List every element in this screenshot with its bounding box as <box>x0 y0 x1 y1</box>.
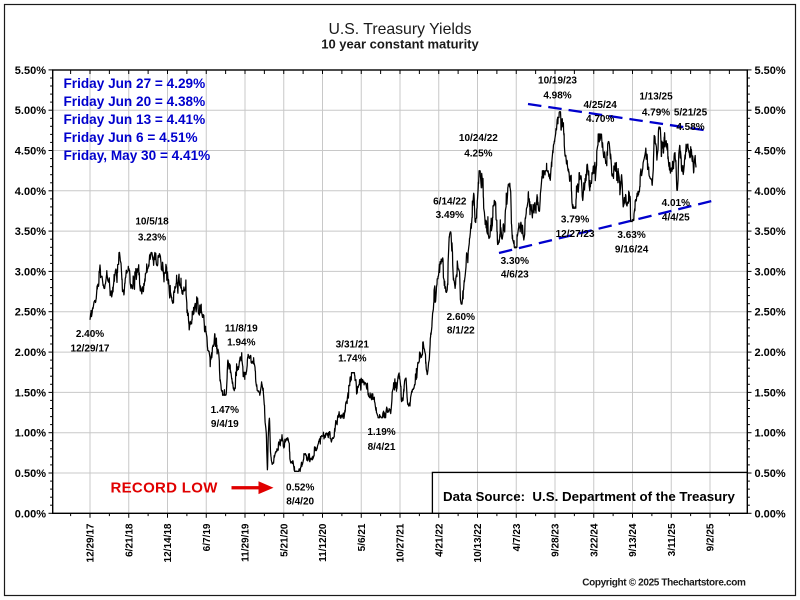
svg-text:1.50%: 1.50% <box>755 387 786 399</box>
svg-text:4.58%: 4.58% <box>676 122 704 133</box>
svg-text:3.23%: 3.23% <box>138 232 166 243</box>
svg-text:4.70%: 4.70% <box>586 114 614 125</box>
svg-text:1.94%: 1.94% <box>227 338 255 349</box>
svg-text:2.60%: 2.60% <box>447 312 475 323</box>
svg-text:6/7/19: 6/7/19 <box>202 523 213 551</box>
svg-text:0.50%: 0.50% <box>755 468 786 480</box>
svg-text:4/4/25: 4/4/25 <box>662 213 690 224</box>
svg-text:5.50%: 5.50% <box>15 65 46 77</box>
svg-text:6/14/22: 6/14/22 <box>433 197 467 208</box>
svg-text:8/4/21: 8/4/21 <box>368 442 396 453</box>
svg-text:12/27/23: 12/27/23 <box>556 229 595 240</box>
svg-text:4/6/23: 4/6/23 <box>501 270 529 281</box>
svg-text:4/25/24: 4/25/24 <box>584 100 618 111</box>
svg-text:3.00%: 3.00% <box>15 266 46 278</box>
svg-text:3.63%: 3.63% <box>617 230 645 241</box>
svg-text:4.50%: 4.50% <box>15 146 46 158</box>
svg-text:5.50%: 5.50% <box>755 65 786 77</box>
svg-text:3.30%: 3.30% <box>501 256 529 267</box>
svg-text:5.00%: 5.00% <box>15 105 46 117</box>
svg-text:0.00%: 0.00% <box>15 508 46 520</box>
svg-text:3.50%: 3.50% <box>755 226 786 238</box>
svg-text:11/8/19: 11/8/19 <box>225 324 258 335</box>
svg-text:U.S. Treasury Yields: U.S. Treasury Yields <box>328 21 471 38</box>
svg-text:11/29/19: 11/29/19 <box>241 523 252 562</box>
svg-text:3/31/21: 3/31/21 <box>336 339 370 350</box>
svg-text:RECORD LOW: RECORD LOW <box>111 480 219 497</box>
svg-text:10/27/21: 10/27/21 <box>396 523 407 562</box>
svg-text:8/4/20: 8/4/20 <box>286 497 314 508</box>
svg-text:3.50%: 3.50% <box>15 226 46 238</box>
svg-text:1/13/25: 1/13/25 <box>639 92 673 103</box>
svg-text:8/1/22: 8/1/22 <box>447 326 475 337</box>
svg-text:10/13/22: 10/13/22 <box>473 523 484 562</box>
svg-text:3.79%: 3.79% <box>561 214 589 225</box>
svg-text:4.79%: 4.79% <box>642 108 670 119</box>
svg-text:1.00%: 1.00% <box>15 428 46 440</box>
svg-text:0.00%: 0.00% <box>755 508 786 520</box>
svg-text:2.00%: 2.00% <box>755 347 786 359</box>
svg-text:5/21/25: 5/21/25 <box>674 108 708 119</box>
svg-text:2.50%: 2.50% <box>755 307 786 319</box>
svg-text:2.50%: 2.50% <box>15 307 46 319</box>
svg-text:4/21/22: 4/21/22 <box>434 523 445 557</box>
svg-text:12/29/17: 12/29/17 <box>86 523 97 562</box>
svg-text:10/24/22: 10/24/22 <box>459 133 498 144</box>
svg-text:Friday Jun 20 = 4.38%: Friday Jun 20 = 4.38% <box>64 94 206 109</box>
svg-text:9/2/25: 9/2/25 <box>706 523 717 551</box>
svg-text:12/14/18: 12/14/18 <box>163 523 174 562</box>
svg-text:6/21/18: 6/21/18 <box>124 523 135 557</box>
svg-text:9/4/19: 9/4/19 <box>211 419 239 430</box>
svg-text:Copyright © 2025 Thechartstore: Copyright © 2025 Thechartstore.com <box>582 578 746 589</box>
svg-text:9/28/23: 9/28/23 <box>551 523 562 557</box>
svg-text:4/7/23: 4/7/23 <box>512 523 523 551</box>
svg-text:Friday, May 30 = 4.41%: Friday, May 30 = 4.41% <box>64 148 211 163</box>
svg-text:3.49%: 3.49% <box>436 210 464 221</box>
svg-text:3.00%: 3.00% <box>755 266 786 278</box>
svg-text:3/22/24: 3/22/24 <box>589 523 600 557</box>
svg-text:4.01%: 4.01% <box>662 198 690 209</box>
svg-text:10/19/23: 10/19/23 <box>538 76 577 87</box>
svg-text:5/6/21: 5/6/21 <box>357 523 368 551</box>
svg-text:4.98%: 4.98% <box>543 90 571 101</box>
svg-text:5/21/20: 5/21/20 <box>279 523 290 557</box>
svg-text:2.40%: 2.40% <box>76 329 104 340</box>
svg-text:4.50%: 4.50% <box>755 146 786 158</box>
svg-text:1.50%: 1.50% <box>15 387 46 399</box>
svg-text:Friday Jun 6 = 4.51%: Friday Jun 6 = 4.51% <box>64 130 198 145</box>
svg-text:4.25%: 4.25% <box>464 149 492 160</box>
svg-text:1.47%: 1.47% <box>211 405 239 416</box>
svg-text:0.50%: 0.50% <box>15 468 46 480</box>
svg-text:9/16/24: 9/16/24 <box>615 245 649 256</box>
svg-text:2.00%: 2.00% <box>15 347 46 359</box>
svg-text:5.00%: 5.00% <box>755 105 786 117</box>
svg-text:4.00%: 4.00% <box>755 186 786 198</box>
svg-text:Friday Jun 27 = 4.29%: Friday Jun 27 = 4.29% <box>64 76 206 91</box>
svg-text:11/12/20: 11/12/20 <box>318 523 329 562</box>
svg-text:3/11/25: 3/11/25 <box>667 523 678 556</box>
svg-text:9/13/24: 9/13/24 <box>628 523 639 557</box>
svg-text:Friday Jun 13 = 4.41%: Friday Jun 13 = 4.41% <box>64 112 206 127</box>
svg-text:10/5/18: 10/5/18 <box>135 217 169 228</box>
svg-text:Data Source: U.S. Department: Data Source: U.S. Department of the Trea… <box>443 489 735 504</box>
svg-text:10 year constant maturity: 10 year constant maturity <box>321 37 479 52</box>
svg-text:1.00%: 1.00% <box>755 428 786 440</box>
svg-text:1.74%: 1.74% <box>338 353 366 364</box>
svg-text:1.19%: 1.19% <box>367 427 395 438</box>
svg-text:12/29/17: 12/29/17 <box>71 344 110 355</box>
svg-text:4.00%: 4.00% <box>15 186 46 198</box>
svg-text:0.52%: 0.52% <box>286 482 314 493</box>
